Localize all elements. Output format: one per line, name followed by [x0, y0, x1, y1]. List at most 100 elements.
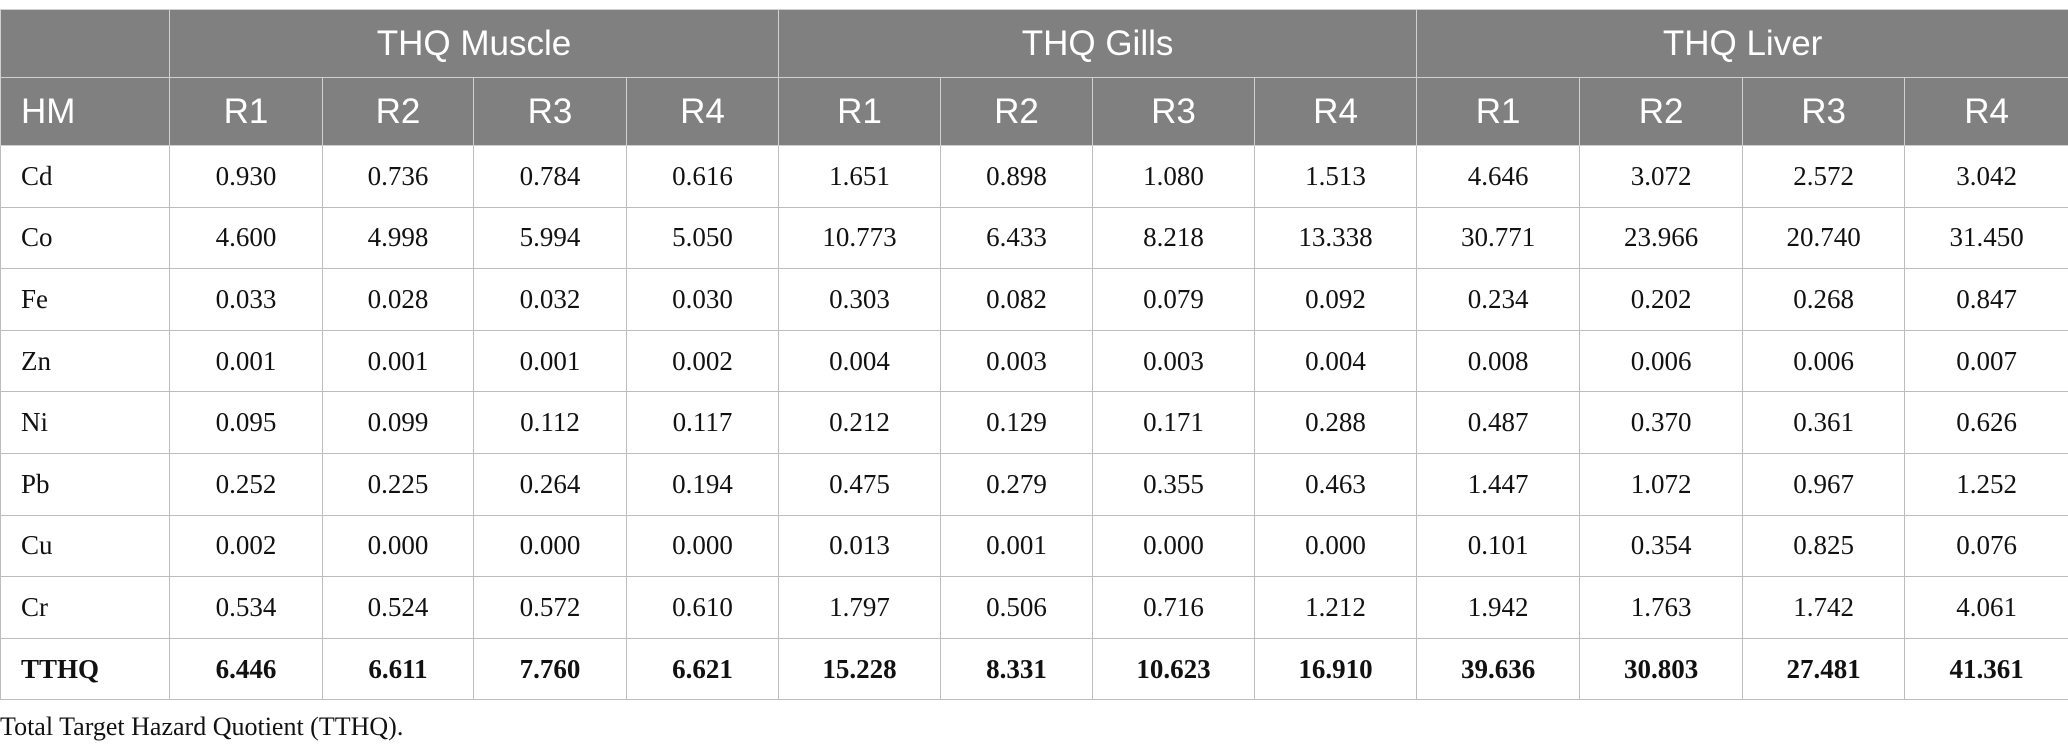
table-cell: 0.003: [1092, 329, 1256, 393]
table-cell: 0.013: [778, 514, 942, 578]
table-cell: 0.000: [473, 514, 627, 578]
table-cell: 0.004: [1254, 329, 1418, 393]
table-cell: 16.910: [1254, 637, 1418, 701]
table-cell: 0.616: [625, 145, 780, 208]
table-cell: Co: [0, 206, 170, 270]
data-table: THQ Muscle THQ Gills THQ Liver HM R1 R2 R3 R4 R1…: [0, 9, 2068, 701]
column-header-row: HM R1 R2 R3 R4 R1 R2 R3 R4 R1 R2 R3 R4: [0, 77, 2068, 146]
table-row: Co 4.600 4.998 5.994 5.050 10.773 6.433 8.218 13…: [0, 206, 2068, 270]
table-cell: 0.001: [169, 329, 323, 393]
table-cell: 6.621: [625, 637, 780, 701]
column-header: HM: [0, 77, 170, 146]
table-cell: 0.003: [940, 329, 1094, 393]
table-cell: 0.117: [625, 391, 780, 454]
table-cell: 0.234: [1416, 268, 1581, 331]
table-cell: 7.760: [473, 637, 627, 701]
table-row: Cr 0.534 0.524 0.572 0.610 1.797 0.506 0.716 1.2…: [0, 576, 2068, 639]
table-cell: 0.092: [1254, 268, 1418, 331]
table-cell: 10.773: [778, 206, 942, 270]
table-cell: 0.288: [1254, 391, 1418, 454]
table-cell: Cd: [0, 145, 170, 208]
table-cell: 1.742: [1742, 576, 1906, 639]
table-cell: 10.623: [1092, 637, 1256, 701]
column-header: R1: [169, 77, 323, 146]
table-cell: 0.355: [1092, 452, 1256, 516]
table-cell: 6.433: [940, 206, 1094, 270]
table-cell: 1.763: [1579, 576, 1744, 639]
table-cell: 0.076: [1904, 514, 2068, 578]
table-cell: 1.072: [1579, 452, 1744, 516]
table-cell: 1.252: [1904, 452, 2068, 516]
table-cell: Fe: [0, 268, 170, 331]
table-cell: 0.008: [1416, 329, 1581, 393]
column-header: R3: [1742, 77, 1906, 146]
table-row: Cd 0.930 0.736 0.784 0.616 1.651 0.898 1.080 1.5…: [0, 145, 2068, 208]
table-cell: 0.534: [169, 576, 323, 639]
table-row: Ni 0.095 0.099 0.112 0.117 0.212 0.129 0.171 0.2…: [0, 391, 2068, 454]
table-cell: 41.361: [1904, 637, 2068, 701]
table-cell: 1.797: [778, 576, 942, 639]
table-row: Zn 0.001 0.001 0.001 0.002 0.004 0.003 0.003 0.0…: [0, 329, 2068, 393]
table-cell: 0.006: [1579, 329, 1744, 393]
table-cell: 30.771: [1416, 206, 1581, 270]
table-cell: 0.082: [940, 268, 1094, 331]
table-cell: 0.898: [940, 145, 1094, 208]
table-cell: 0.825: [1742, 514, 1906, 578]
table-cell: 20.740: [1742, 206, 1906, 270]
table-cell: 39.636: [1416, 637, 1581, 701]
caption: Total Target Hazard Quotient (TTHQ).: [0, 712, 404, 741]
table-cell: 31.450: [1904, 206, 2068, 270]
table-cell: Pb: [0, 452, 170, 516]
table-cell: 0.268: [1742, 268, 1906, 331]
table-cell: 3.042: [1904, 145, 2068, 208]
table-cell: 1.942: [1416, 576, 1581, 639]
table-cell: 0.930: [169, 145, 323, 208]
table-cell: 0.354: [1579, 514, 1744, 578]
column-header: R1: [778, 77, 942, 146]
table-cell: 0.716: [1092, 576, 1256, 639]
group-header: THQ Liver: [1416, 9, 2068, 78]
table-cell: 5.050: [625, 206, 780, 270]
table-cell: 0.001: [940, 514, 1094, 578]
column-header: R2: [1579, 77, 1744, 146]
table-cell: 0.194: [625, 452, 780, 516]
table-cell: 0.736: [322, 145, 474, 208]
table-cell: 2.572: [1742, 145, 1906, 208]
table-cell: 0.463: [1254, 452, 1418, 516]
table-cell: Cr: [0, 576, 170, 639]
table-cell: 0.000: [1092, 514, 1256, 578]
table-cell: 4.061: [1904, 576, 2068, 639]
table-cell: 0.225: [322, 452, 474, 516]
table-row: Pb 0.252 0.225 0.264 0.194 0.475 0.279 0.355 0.4…: [0, 452, 2068, 516]
table-cell: 4.646: [1416, 145, 1581, 208]
group-header-row: THQ Muscle THQ Gills THQ Liver: [0, 9, 2068, 78]
table-cell: 1.651: [778, 145, 942, 208]
table-cell: Zn: [0, 329, 170, 393]
table-cell: 6.446: [169, 637, 323, 701]
table-cell: 0.001: [473, 329, 627, 393]
table-cell: 0.487: [1416, 391, 1581, 454]
table-cell: 1.080: [1092, 145, 1256, 208]
table-cell: 0.847: [1904, 268, 2068, 331]
table-cell: 0.000: [1254, 514, 1418, 578]
column-header: R4: [1254, 77, 1418, 146]
table-cell: 4.600: [169, 206, 323, 270]
table-cell: 0.004: [778, 329, 942, 393]
table-cell: 0.524: [322, 576, 474, 639]
column-header: R4: [1904, 77, 2068, 146]
table-cell: 0.112: [473, 391, 627, 454]
table-cell: 1.212: [1254, 576, 1418, 639]
table-cell: 13.338: [1254, 206, 1418, 270]
table-cell: 0.095: [169, 391, 323, 454]
table-cell: 23.966: [1579, 206, 1744, 270]
table-cell: 0.002: [625, 329, 780, 393]
table-cell: 1.513: [1254, 145, 1418, 208]
table-cell: 8.218: [1092, 206, 1256, 270]
table-cell: Cu: [0, 514, 170, 578]
table-row: Fe 0.033 0.028 0.032 0.030 0.303 0.082 0.079 0.0…: [0, 268, 2068, 331]
table-cell: 0.000: [625, 514, 780, 578]
header-cell: [0, 9, 170, 78]
table-cell: 0.171: [1092, 391, 1256, 454]
table-cell: 0.002: [169, 514, 323, 578]
